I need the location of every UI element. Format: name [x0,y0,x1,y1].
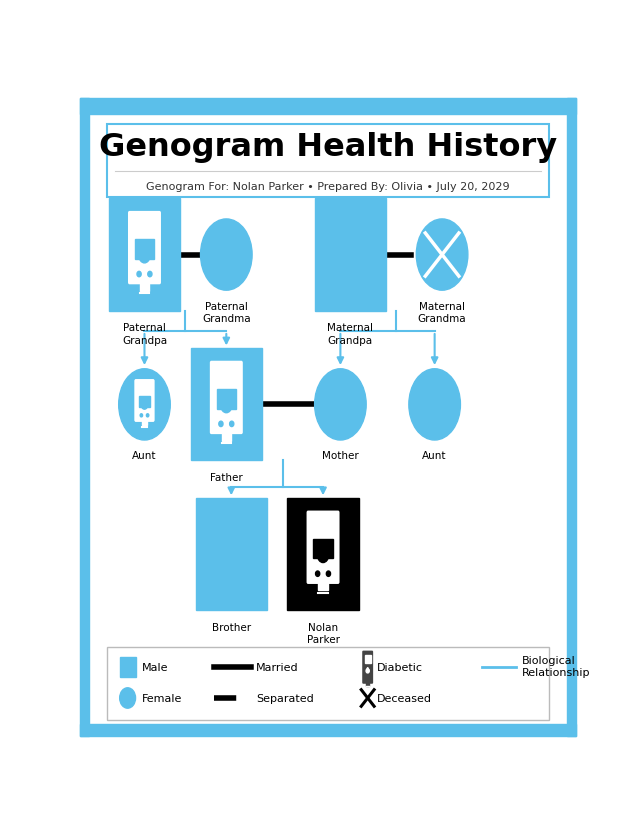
Circle shape [140,414,143,418]
Text: Maternal
Grandpa: Maternal Grandpa [327,323,373,345]
FancyBboxPatch shape [134,380,155,423]
Bar [140,283,149,291]
Text: Diabetic: Diabetic [376,662,422,672]
Text: Aunt: Aunt [132,451,157,461]
Bar [314,539,333,559]
Circle shape [230,422,234,427]
Circle shape [317,549,328,563]
Polygon shape [367,667,369,671]
FancyBboxPatch shape [108,125,548,198]
Circle shape [139,250,150,264]
Circle shape [326,571,330,576]
Bar [191,349,262,461]
Bar [221,433,231,441]
Text: Genogram Health History: Genogram Health History [99,132,557,163]
Circle shape [148,272,152,277]
Polygon shape [319,543,327,554]
Bar [366,682,369,686]
Bar [120,657,136,677]
Ellipse shape [118,370,170,441]
Bar [216,390,236,409]
Text: Deceased: Deceased [376,693,431,703]
Ellipse shape [409,370,460,441]
Polygon shape [141,244,148,255]
Circle shape [219,422,223,427]
Text: Male: Male [141,662,168,672]
Bar [135,240,154,260]
Circle shape [221,399,232,414]
Text: Biological
Relationship: Biological Relationship [522,655,590,677]
FancyBboxPatch shape [307,511,340,584]
Text: Brother: Brother [212,622,251,632]
Bar [141,420,147,425]
Bar [318,582,328,590]
Text: Female: Female [141,693,182,703]
Bar [196,499,267,610]
Circle shape [366,669,369,673]
Text: Father: Father [210,472,243,482]
Circle shape [316,571,320,576]
Text: Aunt: Aunt [422,451,447,461]
Text: Mother: Mother [322,451,359,461]
Ellipse shape [416,220,468,291]
FancyBboxPatch shape [128,212,161,285]
Text: Maternal
Grandma: Maternal Grandma [418,301,467,323]
FancyBboxPatch shape [210,361,243,435]
Circle shape [141,402,148,409]
Text: Paternal
Grandma: Paternal Grandma [202,301,251,323]
Bar [80,99,576,115]
Bar [567,99,576,736]
Text: Paternal
Grandpa: Paternal Grandpa [122,323,167,345]
Circle shape [147,414,149,418]
Text: Separated: Separated [256,693,314,703]
Text: Nolan
Parker: Nolan Parker [307,622,340,644]
Circle shape [137,272,141,277]
Ellipse shape [315,370,366,441]
Polygon shape [142,399,147,404]
Bar [80,724,576,736]
Bar [315,199,386,311]
FancyBboxPatch shape [108,647,548,720]
Ellipse shape [200,220,252,291]
Text: Genogram For: Nolan Parker • Prepared By: Olivia • July 20, 2029: Genogram For: Nolan Parker • Prepared By… [146,181,510,192]
Circle shape [120,688,136,709]
Bar [109,199,180,311]
Bar [139,396,150,407]
Polygon shape [223,394,230,404]
Bar [287,499,359,610]
Text: Married: Married [256,662,299,672]
Bar [365,655,371,662]
Bar [80,99,89,736]
FancyBboxPatch shape [362,651,373,684]
